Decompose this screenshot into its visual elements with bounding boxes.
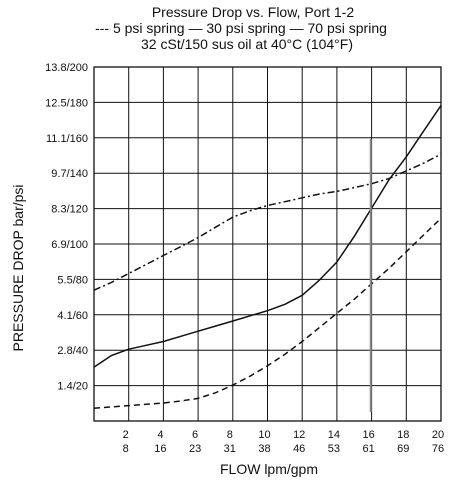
x-tick-label-gpm: 8 bbox=[123, 443, 129, 455]
y-tick-label: 11.1/160 bbox=[46, 133, 88, 145]
x-tick-label-gpm: 76 bbox=[432, 443, 444, 455]
legend-label-70psi: 70 psi spring bbox=[307, 20, 387, 36]
y-tick-label: 6.9/100 bbox=[51, 239, 88, 251]
chart-legend: --- 5 psi spring — 30 psi spring — 70 ps… bbox=[6, 20, 470, 36]
chart-title: Pressure Drop vs. Flow, Port 1-2 bbox=[151, 4, 355, 20]
legend-line-30psi: — bbox=[188, 20, 203, 36]
legend-label-30psi: 30 psi spring bbox=[206, 20, 286, 36]
x-tick-label-lpm: 8 bbox=[227, 429, 233, 441]
x-tick-label-gpm: 38 bbox=[258, 443, 270, 455]
series-line-70-psi-spring bbox=[93, 153, 442, 291]
x-tick-label-lpm: 12 bbox=[293, 429, 305, 441]
x-tick-label-lpm: 14 bbox=[328, 429, 340, 441]
series-line-30-psi-spring bbox=[93, 105, 442, 368]
x-tick-label-gpm: 46 bbox=[293, 443, 305, 455]
x-tick-label-lpm: 4 bbox=[157, 429, 163, 441]
y-tick-label: 2.8/40 bbox=[57, 345, 88, 357]
legend-item-5psi: --- 5 psi spring bbox=[95, 20, 188, 36]
x-tick-label-lpm: 6 bbox=[192, 429, 198, 441]
series-lines bbox=[93, 105, 442, 409]
legend-item-30psi: — 30 psi spring bbox=[188, 20, 289, 36]
chart-subtitle: 32 cSt/150 sus oil at 40°C (104°F) bbox=[141, 36, 353, 52]
x-axis-label: FLOW lpm/gpm bbox=[220, 461, 318, 477]
x-tick-label-gpm: 61 bbox=[362, 443, 374, 455]
x-tick-label-gpm: 23 bbox=[189, 443, 201, 455]
x-tick-labels: 2 8 4 16 6 23 8 31 10 38 12 46 14 53 16 61 18 69 20 76 bbox=[123, 429, 444, 455]
legend-label-5psi: 5 psi spring bbox=[112, 20, 185, 36]
legend-item-70psi: — 70 psi spring bbox=[290, 20, 387, 36]
legend-dashes-5psi: --- bbox=[95, 20, 110, 36]
legend-line-70psi: — bbox=[289, 20, 304, 36]
y-tick-label: 5.5/80 bbox=[57, 274, 88, 286]
y-tick-label: 4.1/60 bbox=[57, 310, 88, 322]
y-tick-label: 13.8/200 bbox=[45, 62, 88, 74]
y-tick-label: 9.7/140 bbox=[51, 168, 88, 180]
x-tick-label-gpm: 69 bbox=[397, 443, 409, 455]
x-tick-label-gpm: 16 bbox=[154, 443, 166, 455]
y-tick-label: 12.5/180 bbox=[45, 97, 88, 109]
x-tick-label-lpm: 20 bbox=[432, 429, 444, 441]
x-tick-label-lpm: 16 bbox=[362, 429, 374, 441]
y-tick-label: 1.4/20 bbox=[57, 381, 88, 393]
y-tick-label: 8.3/120 bbox=[51, 204, 88, 216]
y-tick-labels: 1.4/20 2.8/40 4.1/60 5.5/80 6.9/100 8.3/120 9.… bbox=[45, 62, 88, 393]
x-tick-label-gpm: 53 bbox=[328, 443, 340, 455]
x-tick-label-lpm: 2 bbox=[123, 429, 129, 441]
x-tick-label-lpm: 10 bbox=[258, 429, 270, 441]
x-tick-label-gpm: 31 bbox=[224, 443, 236, 455]
series-line-5-psi-spring bbox=[93, 217, 442, 409]
x-tick-label-lpm: 18 bbox=[397, 429, 409, 441]
y-axis-label: PRESSURE DROP bar/psi bbox=[10, 184, 26, 351]
grid bbox=[93, 66, 442, 422]
